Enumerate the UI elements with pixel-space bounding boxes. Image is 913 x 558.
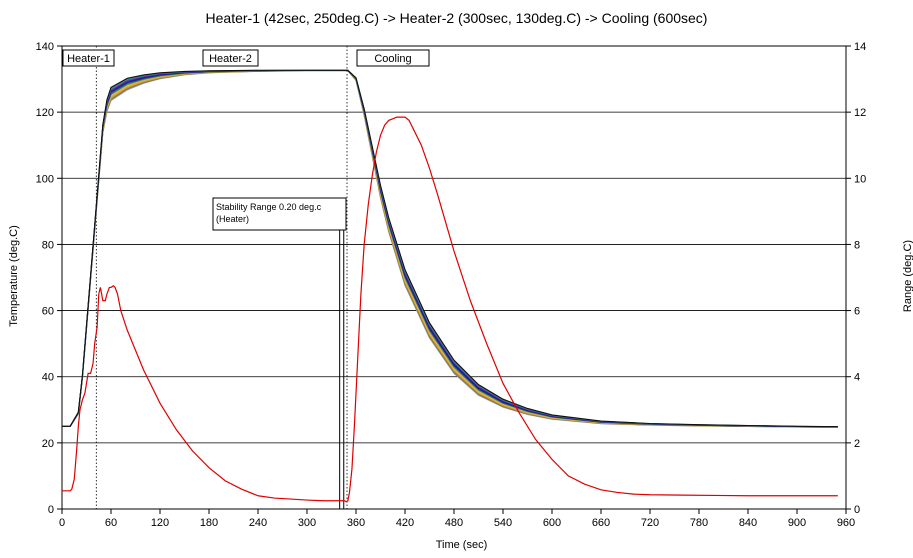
y2-tick-label: 12: [854, 107, 866, 119]
x-tick-label: 660: [592, 517, 610, 529]
plot-frame: [61, 45, 847, 510]
temperature-series-line: [62, 69, 838, 428]
temperature-series-line: [62, 69, 838, 428]
y2-tick-label: 4: [854, 372, 860, 384]
y-tick-label: 60: [42, 306, 54, 318]
heater2-label: Heater-2: [209, 53, 252, 65]
y2-tick-label: 14: [854, 41, 866, 53]
temperature-series-line: [62, 69, 838, 428]
x-tick-label: 360: [347, 517, 365, 529]
temperature-series-line: [62, 70, 838, 428]
x-tick-label: 0: [59, 517, 65, 529]
temperature-series-line: [62, 70, 838, 428]
temperature-series-line: [62, 70, 838, 428]
temperature-series-line: [62, 69, 838, 428]
y-tick-label: 40: [42, 372, 54, 384]
heater1-label-box: [62, 49, 115, 67]
y2-tick-label: 10: [854, 173, 866, 185]
heater2-label-box: [202, 49, 259, 67]
x-tick-label: 480: [445, 517, 463, 529]
x-tick-label: 720: [641, 517, 659, 529]
y-tick-label: 100: [36, 173, 54, 185]
x-tick-label: 540: [494, 517, 512, 529]
stability-annotation-line2: (Heater): [216, 214, 249, 224]
cooling-label: Cooling: [374, 53, 411, 65]
stability-annotation-box: [212, 197, 347, 231]
heater1-label: Heater-1: [67, 53, 110, 65]
temperature-series-line: [62, 69, 838, 428]
x-axis-label: Time (sec): [435, 539, 488, 551]
x-tick-label: 300: [298, 517, 316, 529]
x-tick-label: 120: [151, 517, 169, 529]
x-tick-label: 240: [249, 517, 267, 529]
y2-tick-label: 2: [854, 438, 860, 450]
y-tick-label: 140: [36, 41, 54, 53]
range-series-line: [62, 116, 838, 503]
x-tick-label: 180: [200, 517, 218, 529]
temperature-series-line: [62, 69, 838, 428]
x-tick-label: 780: [690, 517, 708, 529]
x-tick-label: 900: [788, 517, 806, 529]
temperature-series-line: [62, 70, 838, 428]
y2-tick-label: 8: [854, 239, 860, 251]
y2-tick-label: 6: [854, 306, 860, 318]
y-tick-label: 80: [42, 239, 54, 251]
y-tick-label: 20: [42, 438, 54, 450]
cooling-label-box: [356, 49, 430, 67]
stability-annotation-line1: Stability Range 0.20 deg.c: [216, 202, 322, 212]
x-tick-label: 600: [543, 517, 561, 529]
x-tick-label: 60: [105, 517, 117, 529]
temperature-series-line: [62, 69, 838, 428]
chart-title: Heater-1 (42sec, 250deg.C) -> Heater-2 (…: [205, 10, 708, 26]
y-tick-label: 0: [48, 504, 54, 516]
temperature-series-line: [62, 69, 838, 428]
x-tick-label: 960: [837, 517, 855, 529]
x-tick-label: 840: [739, 517, 757, 529]
y-tick-label: 120: [36, 107, 54, 119]
y2-tick-label: 0: [854, 504, 860, 516]
x-tick-label: 420: [396, 517, 414, 529]
